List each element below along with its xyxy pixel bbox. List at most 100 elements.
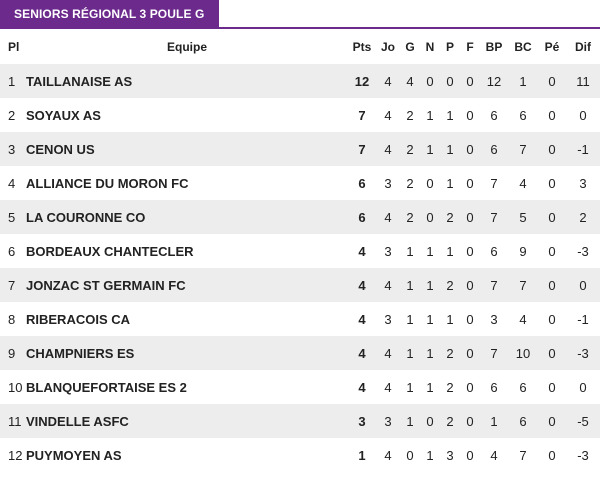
col-pts-cell: 7 [348,132,376,166]
col-p-cell: 1 [446,243,454,259]
col-jo-header: Jo [380,39,395,54]
table-row: 2 SOYAUX AS 7 4 2 1 1 0 6 6 0 0 [0,98,600,132]
col-pe-cell: 0 [548,243,556,259]
col-f-header: F [466,39,474,54]
col-n-cell: 0 [420,404,440,438]
col-n-cell: 1 [420,336,440,370]
col-pl-cell: 8 [8,311,16,327]
col-pts-cell: 4 [358,379,366,395]
col-dif-header: Dif [575,39,591,54]
col-dif-cell: 2 [566,200,600,234]
col-p-cell: 2 [446,379,454,395]
col-dif-cell: 11 [566,64,600,98]
col-team-cell: BLANQUEFORTAISE ES 2 [26,379,187,395]
col-pts-cell: 7 [358,107,366,123]
col-bc-cell: 9 [519,243,527,259]
col-pl-cell: 6 [8,243,16,259]
col-g-cell: 1 [400,268,420,302]
col-pe-cell: 0 [538,132,566,166]
col-bp-cell: 7 [490,175,498,191]
col-pts-cell: 4 [348,268,376,302]
col-pe-cell: 0 [548,107,556,123]
col-pts-cell: 6 [358,175,366,191]
col-g-cell: 4 [400,64,420,98]
col-p-cell: 0 [440,64,460,98]
col-jo-cell: 3 [384,311,392,327]
col-g-cell: 2 [406,175,414,191]
col-bp-cell: 3 [490,311,498,327]
col-g-cell: 1 [400,336,420,370]
col-n-cell: 1 [426,447,434,463]
table-row: 3 CENON US 7 4 2 1 1 0 6 7 0 -1 [0,132,600,166]
col-n-cell: 1 [420,268,440,302]
col-p-cell: 2 [440,404,460,438]
col-jo-cell: 4 [376,200,400,234]
col-pl-cell: 9 [0,336,26,370]
col-pts-cell: 4 [358,311,366,327]
table-row: 4 ALLIANCE DU MORON FC 6 3 2 0 1 0 7 4 0 3 [0,166,600,200]
col-n-cell: 1 [426,243,434,259]
col-bc-cell: 7 [508,132,538,166]
col-g-cell: 1 [406,379,414,395]
col-pl-cell: 4 [8,175,16,191]
col-bc-cell: 6 [519,379,527,395]
col-pe-cell: 0 [538,404,566,438]
col-team-cell: ALLIANCE DU MORON FC [26,175,189,191]
col-jo-cell: 4 [384,379,392,395]
table-row: 1 TAILLANAISE AS 12 4 4 0 0 0 12 1 0 11 [0,64,600,98]
competition-tab[interactable]: SENIORS RÉGIONAL 3 POULE G [0,0,219,29]
col-bc-cell: 4 [519,175,527,191]
col-f-cell: 0 [460,132,480,166]
col-bc-cell: 7 [508,268,538,302]
col-bp-cell: 7 [480,336,508,370]
col-g-cell: 2 [406,107,414,123]
col-bp-cell: 6 [480,132,508,166]
col-f-cell: 0 [460,268,480,302]
col-jo-cell: 4 [384,107,392,123]
col-f-cell: 0 [460,64,480,98]
col-f-cell: 0 [466,107,474,123]
col-n-cell: 1 [426,311,434,327]
col-team-cell: SOYAUX AS [26,107,101,123]
col-pe-cell: 0 [538,268,566,302]
col-p-header: P [445,39,454,54]
col-f-cell: 0 [466,175,474,191]
col-team-cell: BORDEAUX CHANTECLER [26,243,194,259]
col-bp-cell: 6 [490,243,498,259]
col-dif-cell: -3 [577,447,589,463]
col-jo-cell: 3 [376,404,400,438]
col-pe-cell: 0 [548,311,556,327]
col-bp-cell: 7 [480,268,508,302]
col-team-cell: CENON US [26,132,348,166]
col-pe-cell: 0 [538,200,566,234]
col-bp-cell: 6 [490,107,498,123]
col-jo-cell: 4 [376,336,400,370]
col-bc-cell: 6 [508,404,538,438]
col-pe-cell: 0 [548,379,556,395]
col-p-cell: 2 [440,200,460,234]
col-n-cell: 1 [426,107,434,123]
col-pts-cell: 4 [358,243,366,259]
col-g-cell: 1 [406,243,414,259]
col-pts-cell: 4 [348,336,376,370]
col-f-cell: 0 [466,311,474,327]
col-p-cell: 1 [440,132,460,166]
col-g-cell: 2 [400,200,420,234]
col-p-cell: 1 [446,175,454,191]
col-dif-cell: -1 [566,132,600,166]
col-f-cell: 0 [460,404,480,438]
col-dif-cell: 0 [566,268,600,302]
col-bp-header: BP [485,39,503,54]
col-g-cell: 0 [406,447,414,463]
col-bc-cell: 10 [508,336,538,370]
table-row: 12 PUYMOYEN AS 1 4 0 1 3 0 4 7 0 -3 [0,438,600,472]
col-p-cell: 1 [446,311,454,327]
col-n-cell: 0 [426,175,434,191]
col-bp-cell: 12 [480,64,508,98]
col-n-cell: 1 [426,379,434,395]
col-bc-header: BC [514,39,532,54]
col-pl-cell: 10 [8,379,23,395]
col-pts-cell: 3 [348,404,376,438]
col-p-cell: 2 [440,336,460,370]
